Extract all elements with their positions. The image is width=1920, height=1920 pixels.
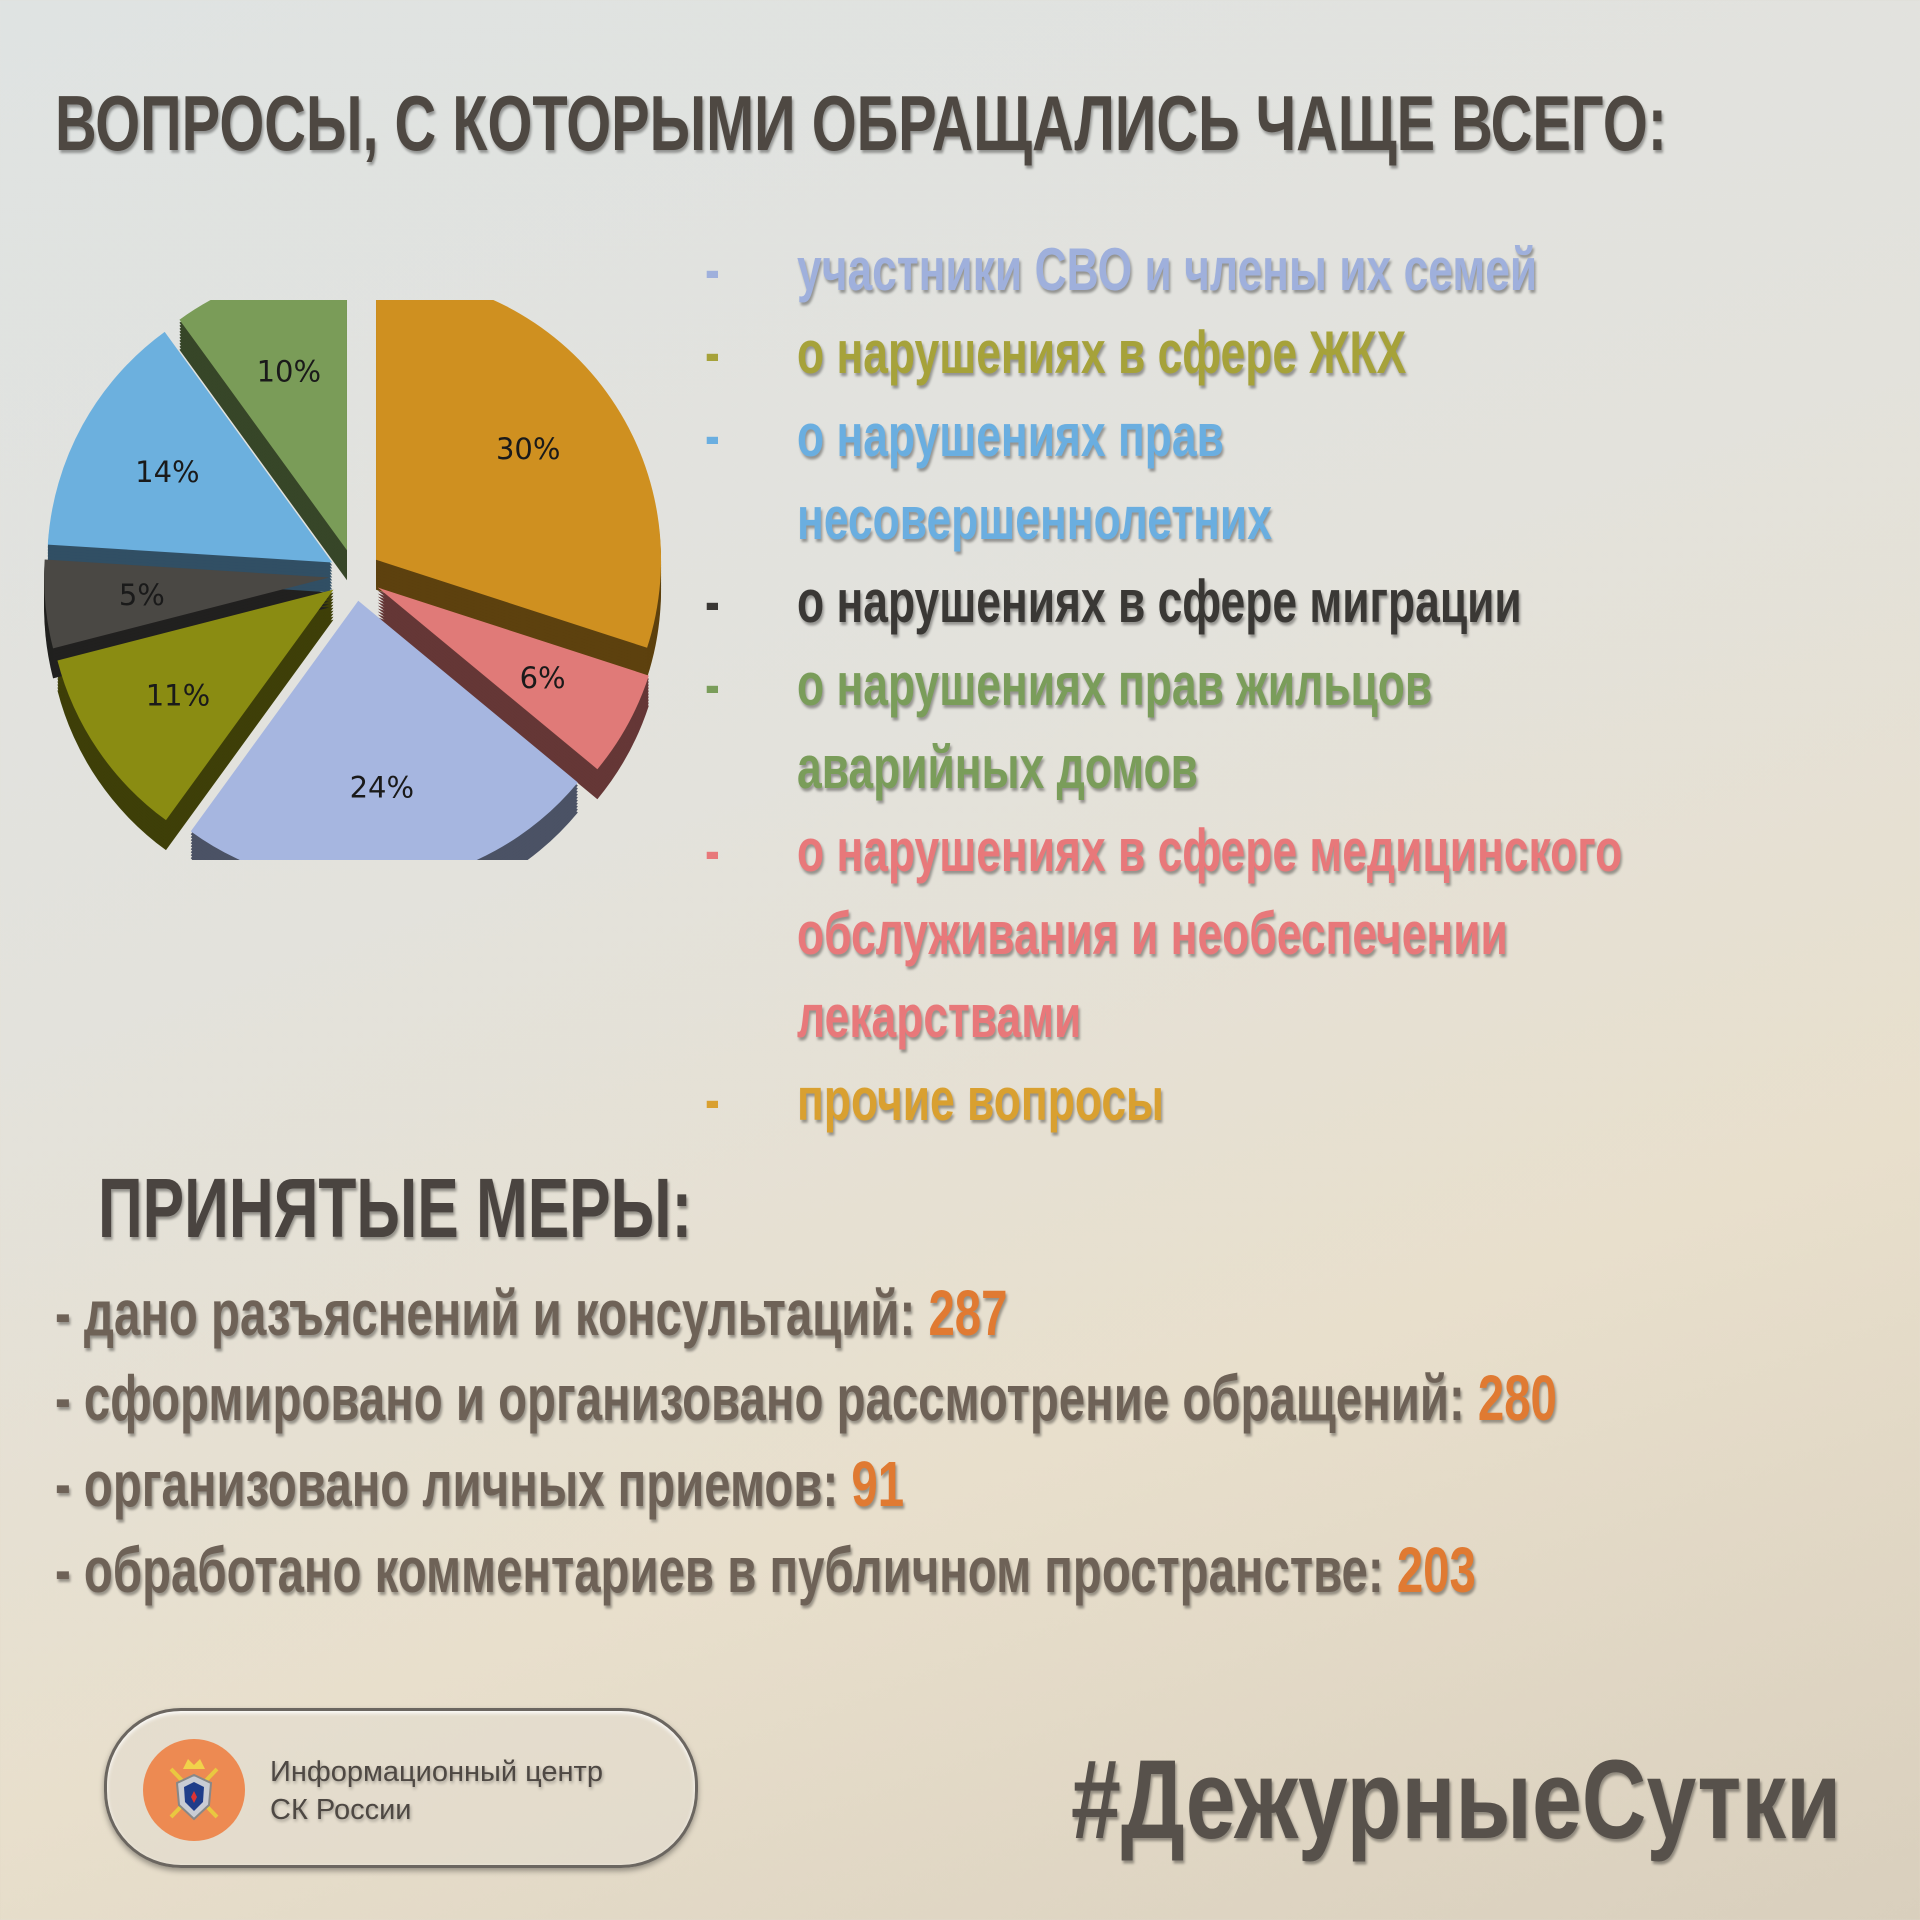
- legend-label: прочие вопросы: [797, 1066, 1164, 1133]
- pie-slice: [377, 587, 649, 770]
- hashtag: #ДежурныеСутки: [1071, 1737, 1842, 1862]
- legend-label: аварийных домов: [797, 734, 1198, 801]
- legend-dash: -: [705, 402, 720, 469]
- measure-item: - организовано личных приемов: 91: [55, 1448, 905, 1520]
- pie-slice: [190, 600, 578, 860]
- measure-item: - дано разъяснений и консультаций: 287: [55, 1277, 1008, 1349]
- legend-label: обслуживания и необеспечении: [797, 900, 1508, 967]
- pie-slice: [179, 300, 347, 551]
- emblem-icon: [143, 1739, 245, 1841]
- pie-data-label: 11%: [146, 678, 210, 712]
- measure-item: - обработано комментариев в публичном пр…: [55, 1534, 1476, 1606]
- legend-dash: -: [705, 817, 720, 884]
- measure-item: - сформировано и организовано рассмотрен…: [55, 1362, 1557, 1434]
- pie-data-label: 24%: [350, 770, 414, 804]
- pie-slice: [47, 331, 333, 563]
- pie-data-label: 14%: [135, 455, 199, 489]
- logo-text: Информационный центр СК России: [270, 1756, 603, 1826]
- legend-label: о нарушениях в сфере медицинского: [797, 817, 1623, 884]
- pie-data-label: 10%: [257, 354, 321, 388]
- pie-data-label: 5%: [119, 578, 165, 612]
- pie-slice: [44, 559, 330, 649]
- legend-dash: -: [705, 1066, 720, 1133]
- pie-slice: [57, 589, 334, 821]
- legend-label: о нарушениях прав: [797, 402, 1224, 469]
- legend-dash: -: [705, 319, 720, 386]
- measures-title: ПРИНЯТЫЕ МЕРЫ:: [98, 1161, 693, 1255]
- pie-data-label: 6%: [520, 661, 566, 695]
- legend-dash: -: [705, 651, 720, 718]
- pie-chart: 30% 6% 24% 11% 5% 14% 10%: [44, 300, 662, 860]
- legend-label: участники СВО и члены их семей: [797, 236, 1538, 303]
- pie-data-label: 30%: [496, 432, 560, 466]
- legend-dash: -: [705, 568, 720, 635]
- legend-dash: -: [705, 236, 720, 303]
- legend-label: несовершеннолетних: [797, 485, 1272, 552]
- legend-label: о нарушениях в сфере ЖКХ: [797, 319, 1407, 386]
- page-title: ВОПРОСЫ, С КОТОРЫМИ ОБРАЩАЛИСЬ ЧАЩЕ ВСЕГ…: [55, 79, 1667, 167]
- pie-slice: [376, 300, 661, 648]
- legend-label: о нарушениях прав жильцов: [797, 651, 1433, 718]
- logo-badge: Информационный центр СК России: [104, 1708, 698, 1868]
- legend-label: о нарушениях в сфере миграции: [797, 568, 1522, 635]
- legend-label: лекарствами: [797, 983, 1082, 1050]
